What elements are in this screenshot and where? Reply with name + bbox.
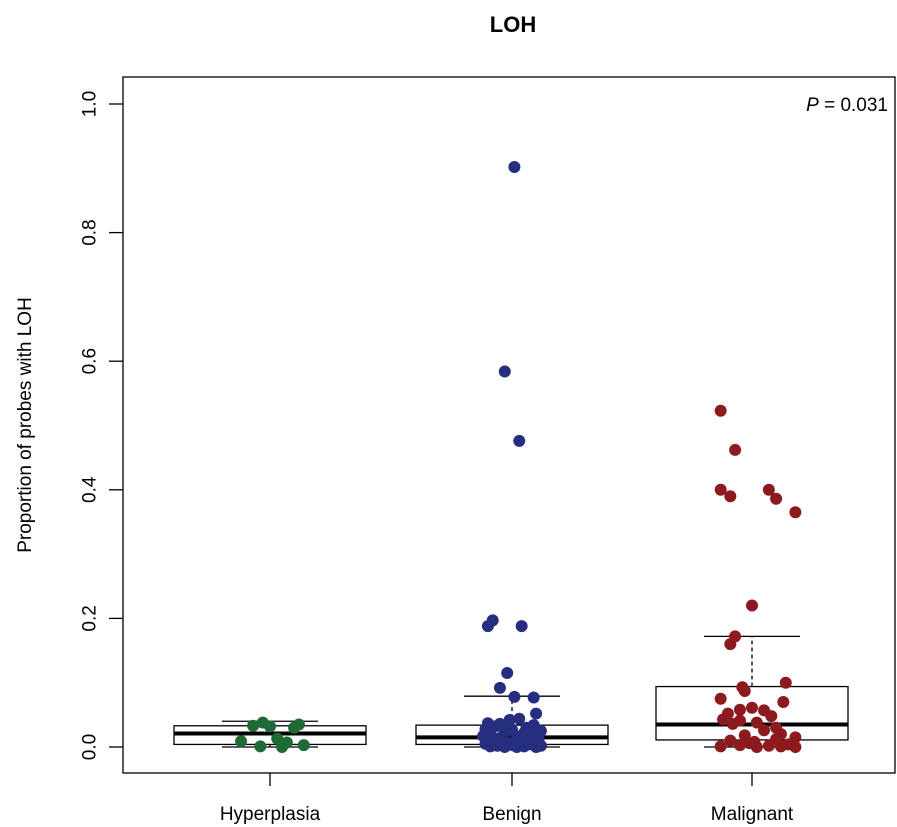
point-benign bbox=[530, 741, 543, 753]
point-benign bbox=[527, 691, 540, 704]
point-hyperplasia bbox=[264, 720, 276, 733]
point-hyperplasia bbox=[247, 719, 260, 732]
y-tick-label: 0.4 bbox=[80, 476, 101, 503]
point-malignant bbox=[726, 717, 739, 730]
plot-frame bbox=[122, 76, 896, 774]
point-malignant bbox=[777, 695, 790, 708]
y-tick-label: 0.8 bbox=[80, 219, 101, 245]
point-benign bbox=[484, 740, 497, 753]
point-benign bbox=[498, 741, 511, 753]
point-malignant bbox=[733, 703, 746, 716]
point-benign bbox=[508, 161, 521, 174]
point-hyperplasia bbox=[254, 740, 267, 753]
point-benign bbox=[510, 741, 523, 753]
point-malignant bbox=[724, 638, 737, 651]
point-benign bbox=[515, 620, 528, 633]
point-malignant bbox=[750, 716, 763, 729]
y-tick-label: 0.2 bbox=[80, 605, 101, 631]
point-hyperplasia bbox=[288, 721, 301, 734]
point-malignant bbox=[714, 404, 727, 417]
point-malignant bbox=[724, 490, 737, 503]
x-category-label: Malignant bbox=[711, 804, 794, 825]
point-malignant bbox=[724, 734, 737, 747]
points bbox=[235, 161, 802, 753]
point-malignant bbox=[714, 692, 727, 705]
point-malignant bbox=[746, 701, 758, 714]
point-malignant bbox=[750, 741, 763, 753]
point-hyperplasia bbox=[235, 735, 248, 748]
point-malignant bbox=[789, 506, 802, 519]
point-benign bbox=[508, 690, 521, 703]
y-axis-label: Proportion of probes with LOH bbox=[15, 297, 36, 553]
point-malignant bbox=[717, 713, 730, 726]
y-tick-label: 0.6 bbox=[80, 348, 101, 374]
p-value-label: P bbox=[806, 95, 819, 116]
point-hyperplasia bbox=[276, 741, 289, 753]
point-benign bbox=[530, 707, 543, 720]
chart-title: LOH bbox=[490, 12, 536, 37]
point-malignant bbox=[762, 739, 775, 752]
y-tick-label: 1.0 bbox=[80, 91, 101, 117]
p-value-text: = 0.031 bbox=[819, 95, 888, 116]
point-malignant bbox=[746, 599, 758, 612]
point-malignant bbox=[758, 724, 771, 737]
point-malignant bbox=[738, 685, 751, 698]
point-malignant bbox=[765, 710, 778, 723]
point-benign bbox=[498, 365, 511, 378]
point-hyperplasia bbox=[297, 739, 310, 752]
point-malignant bbox=[789, 741, 802, 753]
point-malignant bbox=[779, 676, 792, 689]
point-benign bbox=[513, 434, 526, 447]
point-malignant bbox=[714, 740, 727, 753]
point-malignant bbox=[729, 443, 742, 456]
point-malignant bbox=[770, 492, 783, 505]
p-value-annotation: P = 0.031 bbox=[806, 95, 888, 116]
y-tick-label: 0.0 bbox=[80, 734, 101, 760]
x-category-label: Benign bbox=[482, 804, 541, 825]
x-category-label: Hyperplasia bbox=[220, 804, 321, 825]
point-benign bbox=[481, 620, 494, 633]
y-axis: 0.0 0.2 0.4 0.6 0.8 1.0 bbox=[80, 91, 123, 760]
point-malignant bbox=[762, 483, 775, 496]
point-benign bbox=[513, 712, 526, 725]
x-axis: Hyperplasia Benign Malignant bbox=[220, 773, 794, 825]
point-benign bbox=[493, 681, 506, 694]
point-malignant bbox=[714, 483, 727, 496]
point-malignant bbox=[733, 739, 746, 752]
point-benign bbox=[501, 667, 514, 680]
point-malignant bbox=[774, 740, 787, 753]
point-benign bbox=[503, 713, 516, 726]
